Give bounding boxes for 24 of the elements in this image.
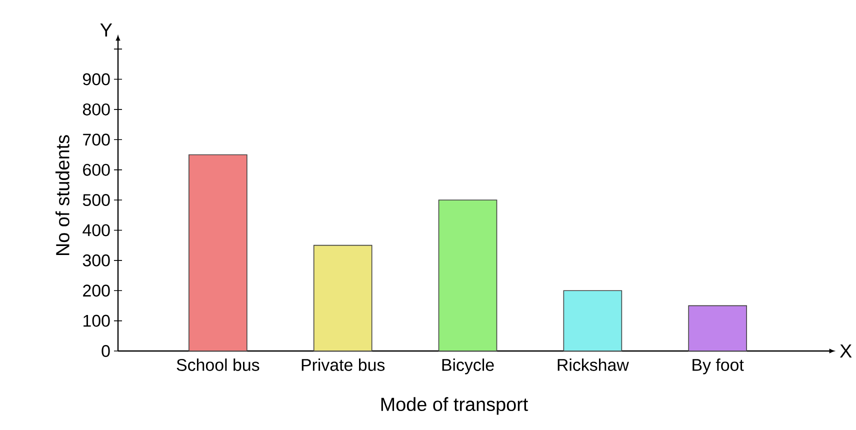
y-tick-label: 600 bbox=[83, 164, 110, 176]
y-tick-label: 400 bbox=[82, 224, 110, 236]
x-tick-label: Rickshaw bbox=[558, 358, 629, 371]
y-tick-label: 700 bbox=[83, 134, 110, 146]
bar bbox=[688, 305, 747, 352]
y-tick-label: 100 bbox=[84, 314, 110, 327]
x-tick-label: Bicycle bbox=[442, 358, 494, 374]
bar bbox=[563, 290, 622, 352]
y-tick-label: 200 bbox=[83, 284, 110, 297]
text: Y bbox=[100, 23, 112, 36]
y-tick-label: 900 bbox=[83, 73, 110, 86]
x-tick-label: Private bus bbox=[302, 358, 385, 371]
bar bbox=[438, 200, 498, 352]
y-tick-label: 800 bbox=[82, 103, 110, 116]
x-axis-title: Mode of transport bbox=[381, 397, 528, 415]
y-tick-label: 500 bbox=[82, 194, 110, 206]
text: X bbox=[840, 344, 852, 358]
bar bbox=[188, 154, 248, 352]
y-tick-label: 0 bbox=[102, 345, 110, 357]
y-tick-label: 300 bbox=[82, 254, 110, 266]
y-axis-title: No of students bbox=[55, 135, 70, 255]
bar bbox=[313, 244, 372, 352]
x-tick-label: By foot bbox=[692, 358, 744, 374]
x-tick-label: School bus bbox=[176, 358, 260, 371]
